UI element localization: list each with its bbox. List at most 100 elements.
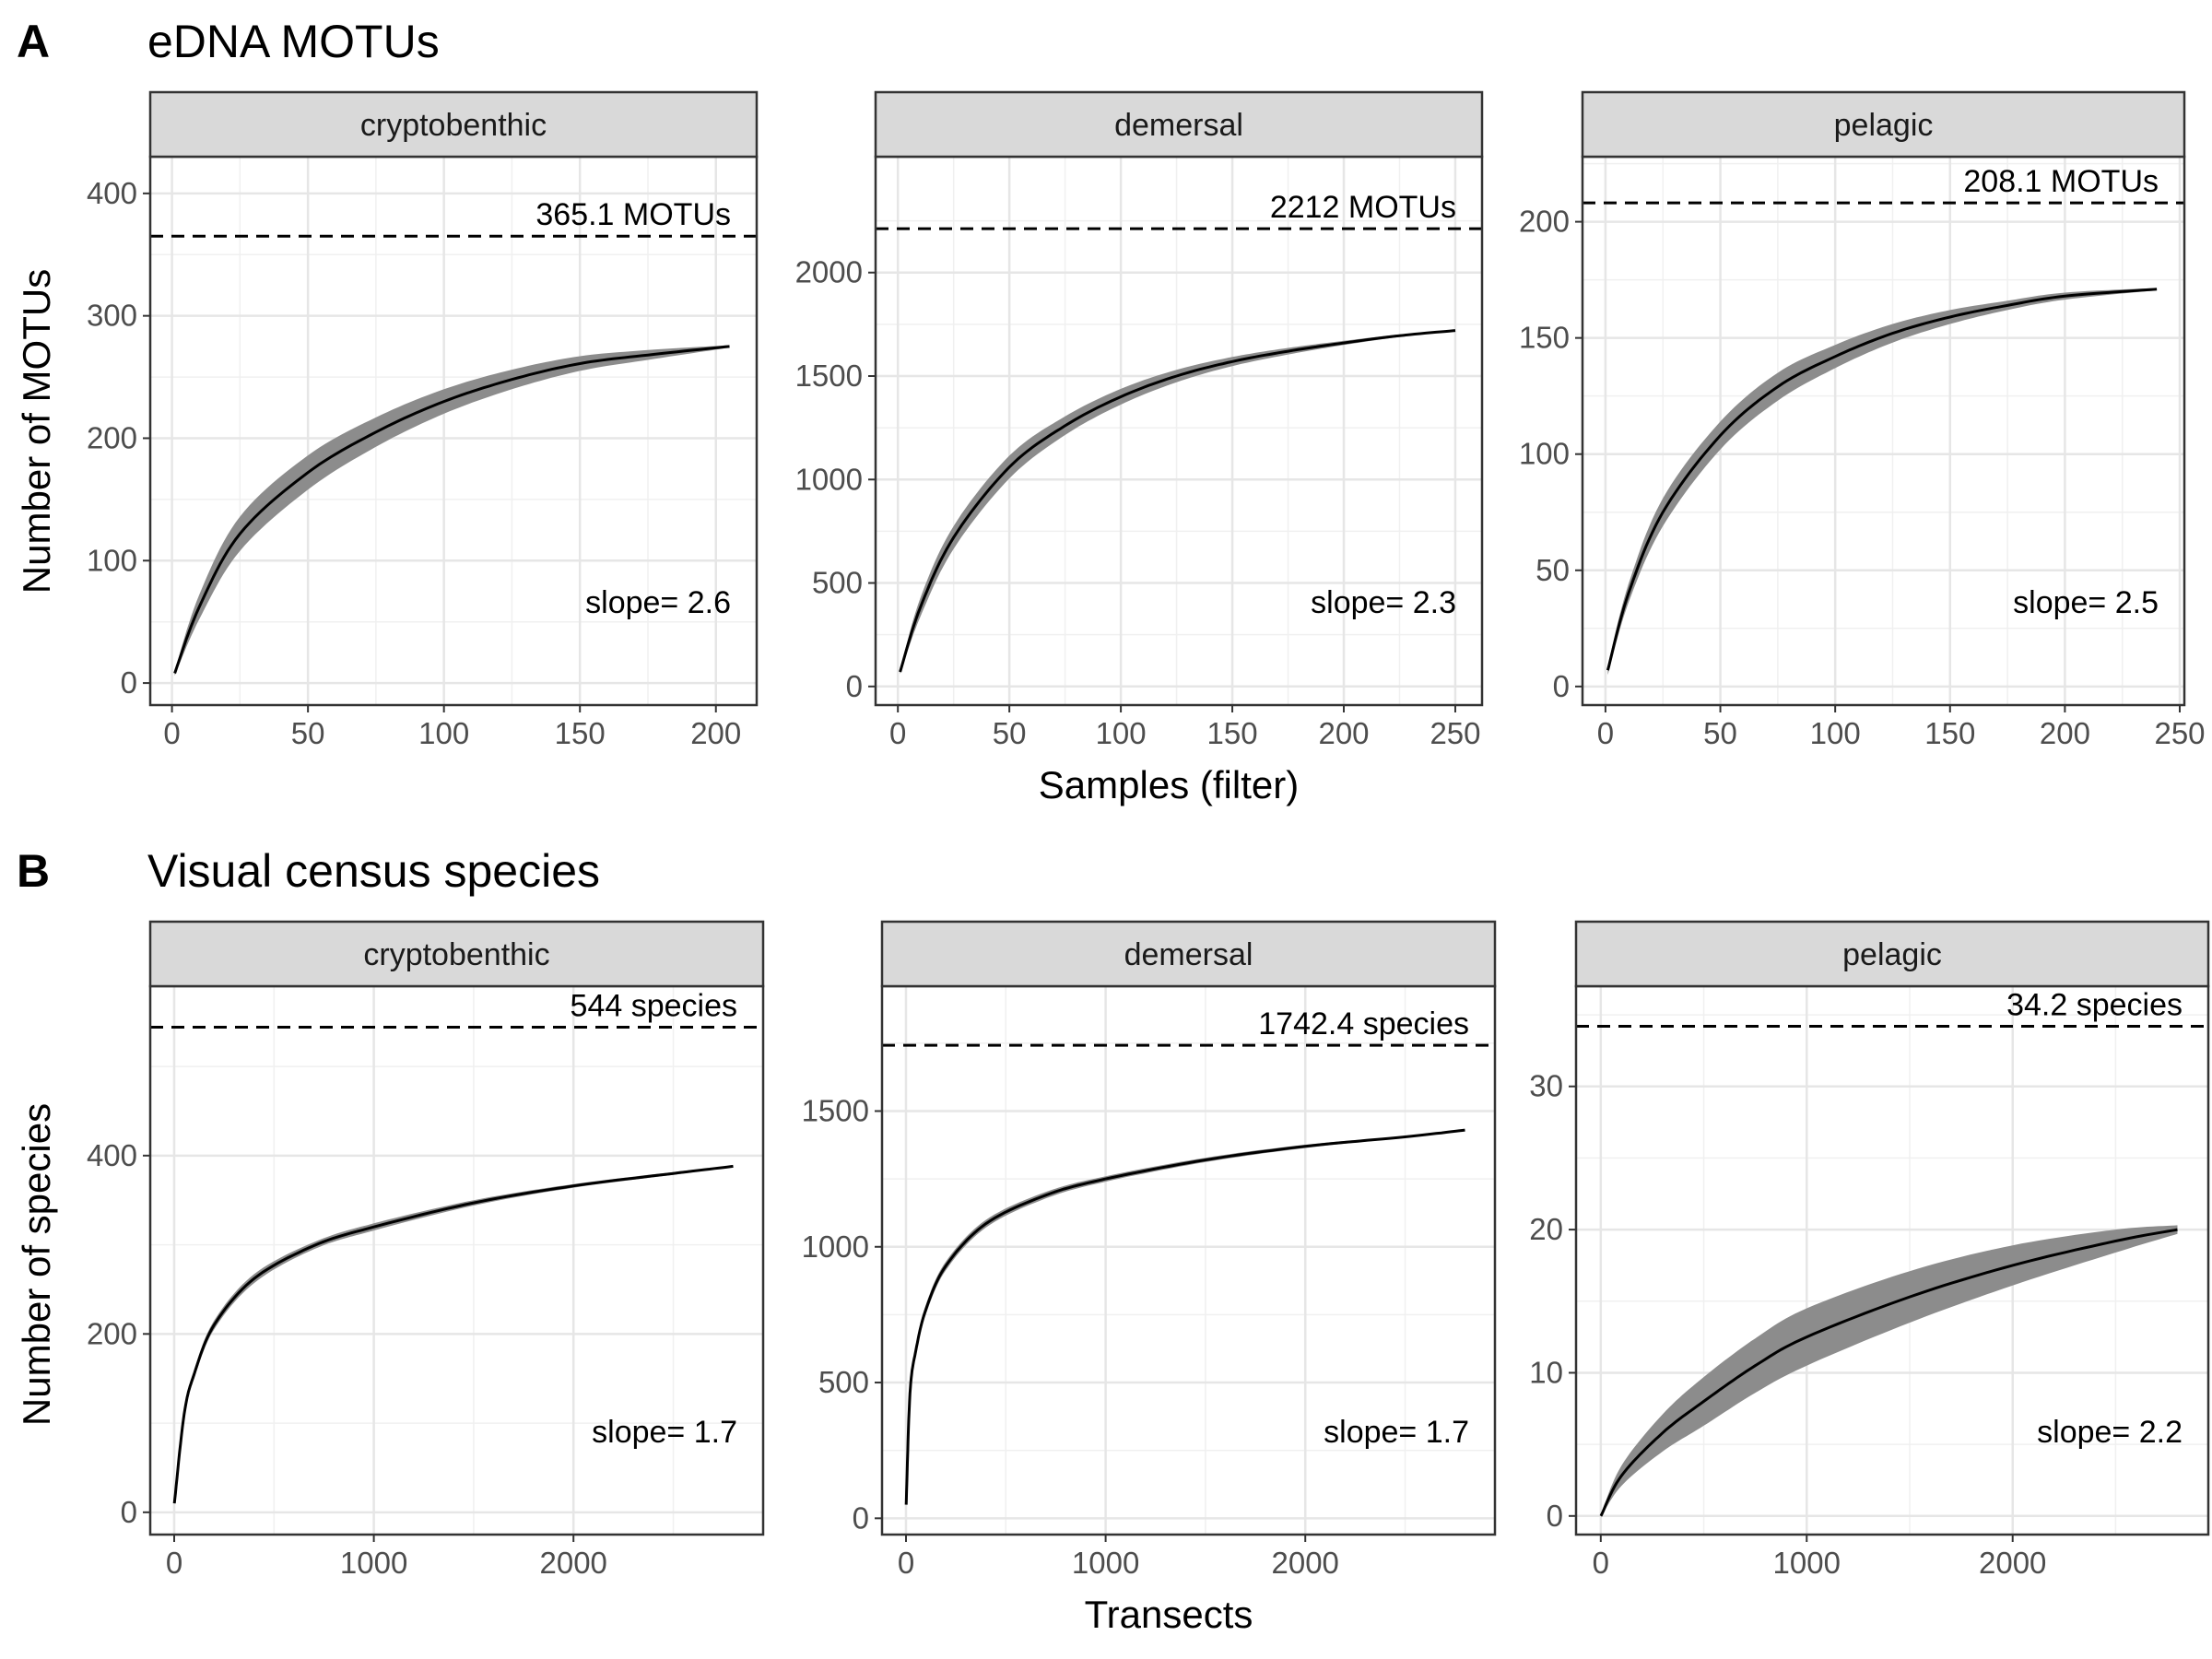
a-demersal-accumulation-curve xyxy=(899,329,1456,673)
a-demersal-tick-label-x: 200 xyxy=(1318,716,1369,750)
a-cryptobenthic-tick-label-y: 400 xyxy=(87,176,137,210)
a-cryptobenthic-tick-label-x: 0 xyxy=(163,716,180,750)
b-pelagic-strip-label: pelagic xyxy=(1842,937,1942,972)
b-demersal-tick-label-y: 0 xyxy=(853,1500,869,1535)
a-demersal-tick-label-x: 250 xyxy=(1430,716,1480,750)
b-pelagic-tick-label-y: 20 xyxy=(1529,1212,1563,1246)
a-cryptobenthic-tick-label-y: 0 xyxy=(121,665,137,700)
b-demersal-asymptote-label: 1742.4 species xyxy=(1258,1006,1469,1041)
a-demersal-strip xyxy=(874,90,1484,159)
section-a-xlabel: Samples (filter) xyxy=(1039,763,1299,806)
panel-b-cryptobenthic: 0 1000 2000 0 200 400 544 species slope= 1.7 cry… xyxy=(87,920,765,1580)
b-cryptobenthic-slope-label: slope= 1.7 xyxy=(592,1415,737,1450)
panel-a-pelagic: 0 50 100 150 200 250 0 50 100 150 200 208.1 MOTUs sl… xyxy=(1519,90,2206,750)
a-demersal-strip-label: demersal xyxy=(1114,108,1243,143)
a-demersal-tick-label-y: 2000 xyxy=(795,255,863,289)
b-pelagic-tick-label-y: 30 xyxy=(1529,1069,1563,1103)
a-pelagic-tick-label-y: 200 xyxy=(1519,205,1570,239)
b-cryptobenthic-tick-label-y: 0 xyxy=(121,1495,137,1529)
a-demersal-tick-label-y: 0 xyxy=(846,669,863,703)
a-demersal-asymptote-label: 2212 MOTUs xyxy=(1270,190,1456,225)
b-demersal-tick-label-x: 2000 xyxy=(1272,1546,1339,1580)
b-pelagic-accumulation-curve xyxy=(1599,1228,2178,1517)
b-demersal-strip-label: demersal xyxy=(1124,937,1253,972)
a-demersal-tick-label-x: 150 xyxy=(1207,716,1258,750)
panel-b-demersal: 0 1000 2000 0 500 1000 1500 1742.4 species slope… xyxy=(802,920,1497,1580)
a-demersal-tick-label-x: 50 xyxy=(993,716,1027,750)
b-demersal-tick-label-y: 500 xyxy=(818,1365,869,1399)
a-cryptobenthic-asymptote-label: 365.1 MOTUs xyxy=(535,197,731,232)
b-cryptobenthic-tick-label-x: 2000 xyxy=(540,1546,607,1580)
b-cryptobenthic-strip-label: cryptobenthic xyxy=(363,937,549,972)
a-pelagic-strip xyxy=(1581,90,2186,159)
b-demersal-tick-label-y: 1000 xyxy=(802,1230,869,1264)
a-cryptobenthic-tick-label-x: 100 xyxy=(418,716,469,750)
a-demersal-tick-label-x: 100 xyxy=(1096,716,1147,750)
a-cryptobenthic-strip xyxy=(148,90,759,159)
a-demersal-slope-label: slope= 2.3 xyxy=(1311,585,1456,620)
b-demersal-tick-label-x: 0 xyxy=(898,1546,914,1580)
b-pelagic-confidence-band xyxy=(1601,1225,2178,1518)
a-pelagic-slope-label: slope= 2.5 xyxy=(2013,585,2159,620)
b-cryptobenthic-accumulation-curve xyxy=(172,1164,734,1504)
b-cryptobenthic-strip xyxy=(148,920,765,988)
a-demersal-tick-label-x: 0 xyxy=(889,716,906,750)
a-cryptobenthic-tick-label-y: 100 xyxy=(87,543,137,577)
section-a-ylabel: Number of MOTUs xyxy=(15,269,58,594)
b-pelagic-tick-label-x: 0 xyxy=(1593,1546,1609,1580)
b-cryptobenthic-tick-label-y: 400 xyxy=(87,1138,137,1172)
a-demersal-tick-label-y: 500 xyxy=(812,566,863,600)
b-pelagic-slope-label: slope= 2.2 xyxy=(2037,1415,2183,1450)
a-pelagic-plot-bg xyxy=(1583,157,2184,705)
a-pelagic-strip-label: pelagic xyxy=(1834,108,1934,143)
section-b-ylabel: Number of species xyxy=(15,1103,58,1426)
b-demersal-slope-label: slope= 1.7 xyxy=(1324,1415,1469,1450)
a-pelagic-tick-label-y: 0 xyxy=(1553,669,1570,703)
b-pelagic-tick-label-x: 2000 xyxy=(1979,1546,2046,1580)
b-pelagic-strip xyxy=(1574,920,2210,988)
b-demersal-tick-label-y: 1500 xyxy=(802,1093,869,1127)
a-cryptobenthic-tick-label-x: 50 xyxy=(291,716,325,750)
a-pelagic-tick-label-x: 150 xyxy=(1924,716,1975,750)
b-pelagic-tick-label-y: 10 xyxy=(1529,1355,1563,1389)
b-cryptobenthic-tick-label-x: 1000 xyxy=(340,1546,407,1580)
a-pelagic-tick-label-y: 150 xyxy=(1519,321,1570,355)
b-cryptobenthic-tick-label-y: 200 xyxy=(87,1316,137,1350)
section-b-letter: B xyxy=(17,845,50,897)
a-demersal-tick-label-y: 1000 xyxy=(795,462,863,496)
a-pelagic-tick-label-x: 0 xyxy=(1597,716,1614,750)
b-demersal-plot-bg xyxy=(882,986,1495,1535)
section-b-xlabel: Transects xyxy=(1085,1593,1253,1636)
a-cryptobenthic-tick-label-y: 300 xyxy=(87,299,137,333)
a-pelagic-asymptote-label: 208.1 MOTUs xyxy=(1963,164,2159,199)
b-demersal-strip xyxy=(880,920,1497,988)
b-cryptobenthic-plot-bg xyxy=(150,986,763,1535)
a-cryptobenthic-strip-label: cryptobenthic xyxy=(360,108,547,143)
a-cryptobenthic-tick-label-x: 200 xyxy=(690,716,741,750)
b-pelagic-tick-label-y: 0 xyxy=(1547,1499,1563,1533)
a-pelagic-tick-label-x: 250 xyxy=(2154,716,2205,750)
a-pelagic-tick-label-x: 50 xyxy=(1703,716,1737,750)
panel-a-cryptobenthic: 0 50 100 150 200 0 100 200 300 400 365.1 MOTUs slop… xyxy=(87,90,759,750)
a-cryptobenthic-tick-label-y: 200 xyxy=(87,420,137,454)
a-pelagic-tick-label-y: 50 xyxy=(1535,553,1570,587)
panel-a-demersal: 0 50 100 150 200 250 0 500 1000 1500 2000 2212 MOTU… xyxy=(795,90,1484,750)
a-pelagic-tick-label-x: 200 xyxy=(2040,716,2090,750)
a-pelagic-tick-label-x: 100 xyxy=(1810,716,1861,750)
b-pelagic-plot-bg xyxy=(1576,986,2208,1535)
a-pelagic-accumulation-curve xyxy=(1606,288,2158,671)
panel-b-pelagic: 0 1000 2000 0 10 20 30 34.2 species slope= 2.2 pe… xyxy=(1529,920,2210,1580)
a-demersal-tick-label-y: 1500 xyxy=(795,359,863,393)
a-cryptobenthic-slope-label: slope= 2.6 xyxy=(585,585,731,620)
b-pelagic-asymptote-label: 34.2 species xyxy=(2006,987,2183,1022)
section-b-title: Visual census species xyxy=(147,845,600,897)
b-demersal-accumulation-curve xyxy=(904,1128,1465,1505)
a-cryptobenthic-plot-bg xyxy=(150,157,757,705)
a-demersal-plot-bg xyxy=(876,157,1482,705)
b-demersal-tick-label-x: 1000 xyxy=(1072,1546,1139,1580)
a-cryptobenthic-tick-label-x: 150 xyxy=(555,716,606,750)
b-cryptobenthic-asymptote-label: 544 species xyxy=(571,989,737,1024)
a-cryptobenthic-accumulation-curve xyxy=(173,345,730,674)
b-pelagic-tick-label-x: 1000 xyxy=(1773,1546,1841,1580)
